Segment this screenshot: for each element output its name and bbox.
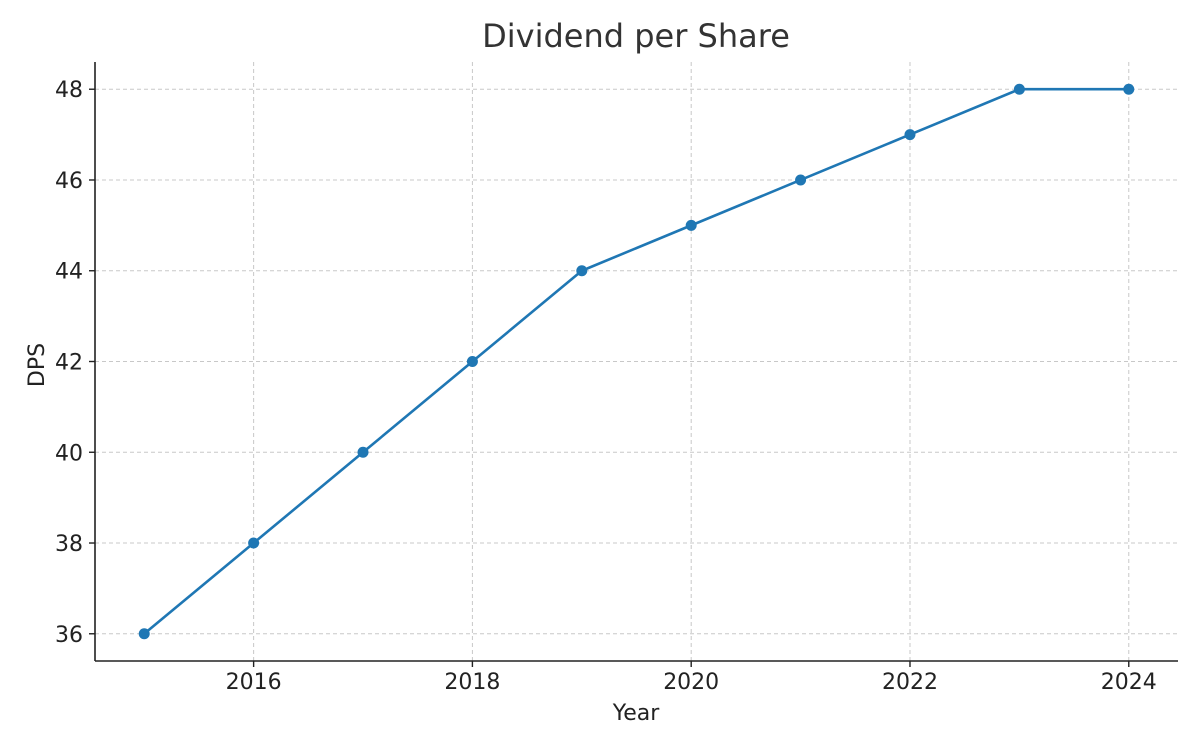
data-point — [357, 446, 369, 458]
data-point — [466, 356, 478, 367]
y-tick-label: 40 — [55, 441, 83, 466]
data-point — [685, 219, 697, 231]
data-point — [904, 129, 916, 141]
data-point — [1123, 83, 1135, 95]
y-tick-label: 38 — [55, 532, 83, 557]
grid-layer — [95, 62, 1178, 661]
x-tick-label: 2016 — [226, 670, 282, 695]
series-layer — [138, 83, 1135, 640]
data-point — [1013, 83, 1025, 95]
y-tick-label: 36 — [55, 623, 83, 648]
x-tick-label: 2024 — [1101, 670, 1157, 695]
ticks-layer: 2016 2018 2020 2022 2024 36 38 40 42 44 46 48 — [55, 78, 1157, 695]
data-point — [138, 628, 150, 640]
series-line — [143, 87, 1129, 635]
chart-title: Dividend per Share — [482, 17, 790, 55]
x-axis-label: Year — [612, 701, 661, 726]
y-tick-label: 48 — [55, 78, 83, 103]
y-tick-label: 46 — [55, 169, 83, 194]
x-tick-label: 2018 — [444, 670, 500, 695]
y-tick-label: 44 — [55, 260, 83, 285]
data-point — [248, 537, 260, 549]
data-point — [795, 174, 807, 186]
x-tick-label: 2022 — [882, 670, 938, 695]
y-axis-label: DPS — [25, 343, 50, 387]
x-tick-label: 2020 — [663, 670, 719, 695]
y-tick-label: 42 — [55, 351, 83, 376]
data-point — [576, 265, 588, 277]
